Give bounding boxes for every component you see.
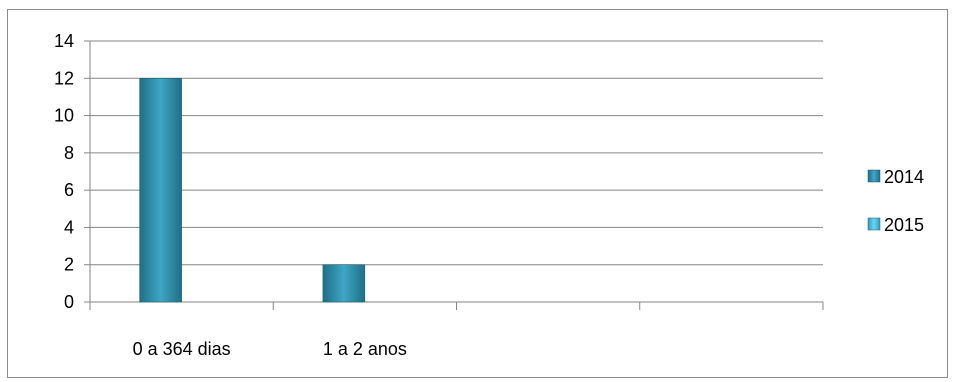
bars — [139, 78, 366, 303]
y-tick-label: 0 — [64, 292, 74, 312]
bar-2014-0 — [139, 78, 182, 303]
gridlines — [90, 40, 823, 266]
bar-2014-1 — [322, 264, 366, 303]
y-tick-label: 10 — [54, 106, 74, 126]
y-tick-label: 6 — [64, 180, 74, 200]
legend-label-2014: 2014 — [884, 167, 924, 187]
x-tick-label: 0 a 364 dias — [133, 339, 231, 359]
y-tick-label: 14 — [54, 31, 74, 51]
legend-label-2015: 2015 — [884, 215, 924, 235]
x-tick-label: 1 a 2 anos — [323, 339, 407, 359]
axes — [84, 40, 824, 310]
y-tick-label: 12 — [54, 68, 74, 88]
y-tick-label: 4 — [64, 217, 74, 237]
legend-swatch-2014 — [867, 169, 881, 183]
legend-swatch-2015 — [867, 217, 881, 231]
y-tick-label: 8 — [64, 143, 74, 163]
tick-labels: 0 2 4 6 8 10 12 14 0 a 364 dias 1 a 2 anos — [54, 31, 407, 359]
legend: 2014 2015 — [867, 167, 924, 235]
y-tick-label: 2 — [64, 255, 74, 275]
